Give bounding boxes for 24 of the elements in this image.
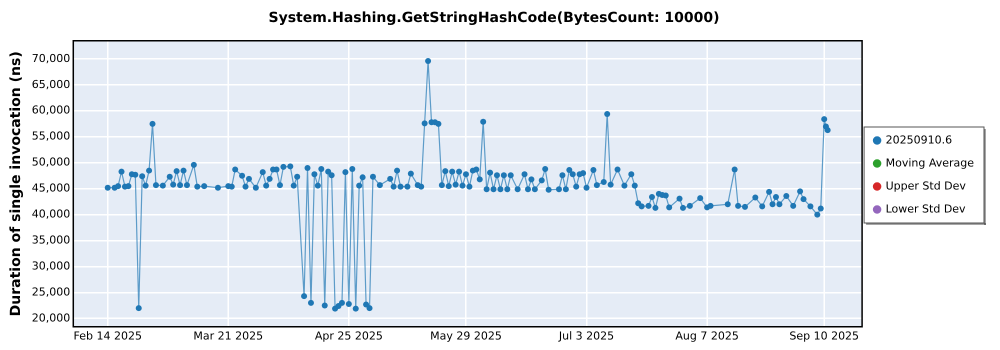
- y-tick-label: 70,000: [32, 52, 70, 65]
- x-tick-label: Feb 14 2025: [74, 329, 142, 342]
- y-tick-label: 40,000: [32, 208, 70, 221]
- x-tick-label: Aug 7 2025: [675, 329, 739, 342]
- x-tick-label: Mar 21 2025: [193, 329, 264, 342]
- y-tick-label: 55,000: [32, 130, 70, 143]
- x-tick-label: Sep 10 2025: [789, 329, 860, 342]
- legend-label: 20250910.6: [886, 133, 952, 146]
- y-tick-label: 35,000: [32, 233, 70, 246]
- y-tick-label: 60,000: [32, 104, 70, 117]
- x-tick-label: May 29 2025: [430, 329, 502, 342]
- y-tick-label: 25,000: [32, 285, 70, 298]
- y-tick-label: 50,000: [32, 156, 70, 169]
- legend-label: Lower Std Dev: [886, 202, 966, 216]
- y-tick-label: 30,000: [32, 259, 70, 272]
- chart-title: System.Hashing.GetStringHashCode(BytesCount: 10000): [268, 10, 720, 26]
- legend-label: Moving Average: [886, 156, 974, 170]
- x-tick-label: Jul 3 2025: [558, 329, 614, 342]
- legend-label: Upper Std Dev: [886, 179, 966, 192]
- x-tick-label: Apr 25 2025: [314, 329, 383, 342]
- y-tick-label: 20,000: [32, 311, 70, 324]
- y-tick-label: 65,000: [32, 78, 70, 91]
- y-tick-label: 45,000: [32, 182, 70, 195]
- y-axis-title: Duration of single invocation (ns): [8, 51, 24, 316]
